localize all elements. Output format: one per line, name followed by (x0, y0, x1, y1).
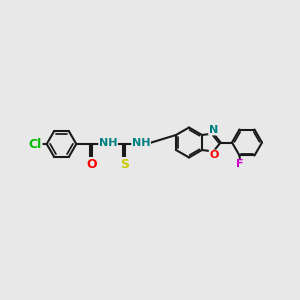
Text: NH: NH (132, 138, 150, 148)
Text: N: N (209, 125, 218, 135)
Text: Cl: Cl (29, 137, 42, 151)
Text: NH: NH (99, 138, 117, 148)
Text: F: F (236, 160, 244, 170)
Text: S: S (120, 158, 129, 171)
Text: O: O (209, 150, 219, 160)
Text: O: O (87, 158, 97, 171)
